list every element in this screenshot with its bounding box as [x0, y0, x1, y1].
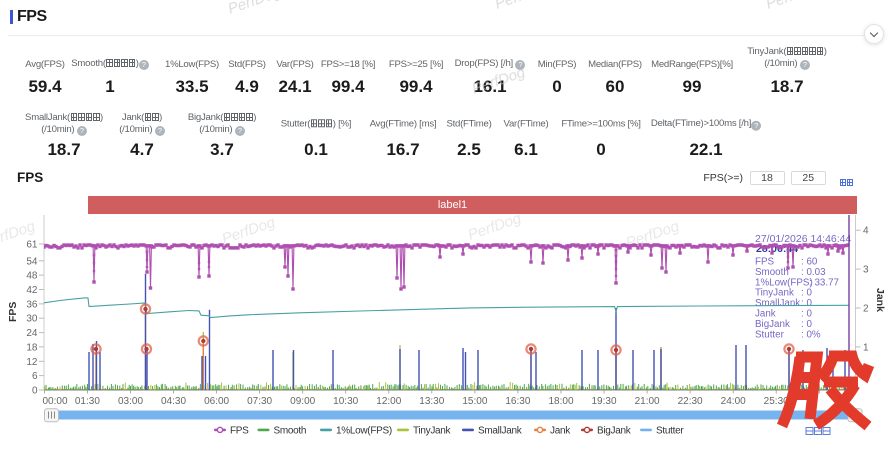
svg-text:PerfDog: PerfDog: [470, 64, 528, 98]
svg-text:0: 0: [32, 386, 38, 397]
svg-text:04:30: 04:30: [161, 396, 186, 407]
svg-text:61: 61: [26, 240, 38, 251]
svg-text:1: 1: [863, 342, 869, 353]
svg-text:24: 24: [26, 328, 38, 339]
svg-text:03:00: 03:00: [118, 396, 143, 407]
svg-text:00:00: 00:00: [42, 396, 67, 407]
svg-text:1%Low(FPS): 1%Low(FPS): [755, 277, 813, 288]
svg-text:PerfDog: PerfDog: [493, 0, 551, 13]
svg-text:15:00: 15:00: [462, 396, 487, 407]
svg-text:BigJank: BigJank: [755, 319, 790, 330]
svg-text:: 0: : 0: [801, 309, 812, 320]
svg-text:Stutter: Stutter: [755, 329, 785, 340]
svg-text:16:30: 16:30: [505, 396, 530, 407]
svg-text:FPS: FPS: [755, 257, 775, 268]
svg-text:Jank: Jank: [550, 426, 571, 437]
svg-text:Stutter: Stutter: [656, 426, 684, 437]
svg-text:4: 4: [863, 226, 869, 237]
svg-text:: 0: : 0: [801, 319, 812, 330]
svg-text:06:00: 06:00: [204, 396, 229, 407]
svg-text:54: 54: [26, 256, 38, 267]
svg-text:6: 6: [32, 371, 38, 382]
svg-text:PerfDog: PerfDog: [226, 0, 284, 18]
svg-text:PerfDog: PerfDog: [220, 214, 278, 248]
svg-text:: 0%: : 0%: [801, 329, 821, 340]
svg-text:01:30: 01:30: [75, 396, 100, 407]
svg-text:1%Low(FPS): 1%Low(FPS): [336, 426, 392, 437]
svg-text:48: 48: [26, 271, 38, 282]
svg-text:19:30: 19:30: [591, 396, 616, 407]
svg-text:Jank: Jank: [755, 309, 776, 320]
svg-text:3: 3: [863, 265, 869, 276]
svg-text:27/01/2026 14:46:44: 27/01/2026 14:46:44: [755, 233, 852, 245]
svg-text:21:00: 21:00: [635, 396, 660, 407]
svg-text:12:00: 12:00: [376, 396, 401, 407]
svg-text:24:00: 24:00: [721, 396, 746, 407]
svg-text:Smooth: Smooth: [274, 426, 307, 437]
svg-text:10:30: 10:30: [333, 396, 358, 407]
svg-text:22:30: 22:30: [678, 396, 703, 407]
svg-text:: 0.03: : 0.03: [801, 267, 826, 278]
svg-text:Smooth: Smooth: [755, 267, 789, 278]
svg-text:TinyJank: TinyJank: [755, 288, 794, 299]
svg-text:: 0: : 0: [801, 298, 812, 309]
svg-text:36: 36: [26, 299, 38, 310]
svg-text:SmallJank: SmallJank: [478, 426, 523, 437]
svg-text:: 33.77: : 33.77: [809, 277, 839, 288]
svg-text:25:30: 25:30: [764, 396, 789, 407]
svg-text:FPS: FPS: [230, 426, 249, 437]
svg-text:BigJank: BigJank: [597, 426, 632, 437]
svg-text:09:00: 09:00: [290, 396, 315, 407]
svg-text:12: 12: [26, 357, 38, 368]
svg-text:2: 2: [863, 304, 869, 315]
svg-text:: 60: : 60: [801, 257, 818, 268]
svg-text:18:00: 18:00: [548, 396, 573, 407]
svg-text:13:30: 13:30: [419, 396, 444, 407]
svg-text:42: 42: [26, 285, 38, 296]
svg-text:07:30: 07:30: [247, 396, 272, 407]
svg-text:PerfDog: PerfDog: [466, 210, 524, 244]
svg-text:Jank: Jank: [874, 288, 886, 312]
svg-text:TinyJank: TinyJank: [413, 426, 452, 437]
svg-text:30: 30: [26, 314, 38, 325]
svg-text:FPS: FPS: [7, 302, 19, 322]
svg-text:: 0: : 0: [801, 288, 812, 299]
svg-text:18: 18: [26, 342, 38, 353]
svg-text:PerfDog: PerfDog: [764, 0, 822, 13]
svg-text:SmallJank: SmallJank: [755, 298, 800, 309]
